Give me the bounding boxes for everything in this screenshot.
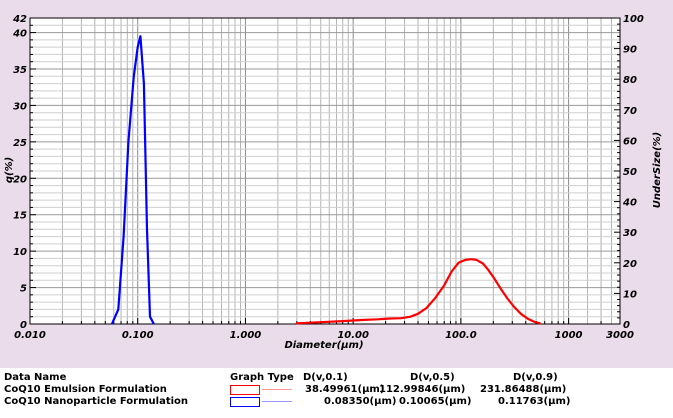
- legend-row-d90: 0.11763(μm): [498, 396, 571, 407]
- y-right-tick-label: 60: [623, 136, 637, 147]
- x-axis-title: Diameter(μm): [284, 340, 363, 351]
- y-right-tick-label: 10: [623, 289, 637, 300]
- x-tick-label: 0.010: [14, 330, 46, 341]
- x-tick-label: 1.000: [230, 330, 262, 341]
- y-left-tick-label: 25: [13, 138, 27, 149]
- header-graph-type: Graph Type: [230, 372, 294, 383]
- series-layer: [111, 35, 541, 325]
- emulsion-swatch: [230, 385, 260, 395]
- nanoparticle-swatch: [230, 397, 260, 407]
- particle-size-chart: 0.010 0.100 1.000 10.00 100.0 1000 30000510152…: [4, 14, 663, 351]
- tick-labels: 0.010 0.100 1.000 10.00 100.0 1000 30000510152…: [12, 14, 644, 341]
- x-tick-label: 100.0: [445, 330, 477, 341]
- legend-row-d10: 0.08350(μm): [324, 396, 397, 407]
- legend-row-d50: 0.10065(μm): [399, 396, 472, 407]
- header-d90: D(v,0.9): [513, 372, 558, 383]
- legend-row-d90: 231.86488(μm): [480, 384, 567, 395]
- x-tick-label: 10.00: [337, 330, 369, 341]
- emulsion-swatch-line: [262, 389, 292, 390]
- y-right-tick-label: 50: [623, 167, 637, 178]
- x-tick-label: 1000: [555, 330, 583, 341]
- y-left-tick-label: 10: [13, 247, 27, 258]
- y-left-tick-label: 35: [13, 65, 27, 76]
- legend-row-d50: 112.99846(μm): [379, 384, 466, 395]
- nanoparticle-series-line: [111, 35, 155, 325]
- x-tick-label: 3000: [606, 330, 634, 341]
- y-left-tick-label: 0: [20, 320, 27, 331]
- legend-row-emulsion: CoQ10 Emulsion Formulation 38.49961(μm) …: [4, 384, 670, 396]
- emulsion-series-line: [295, 258, 541, 325]
- chart-panel: 0.010 0.100 1.000 10.00 100.0 1000 3000 0 5 10 15 2…: [0, 0, 673, 368]
- y-left-tick-label: 5: [20, 284, 27, 295]
- y-left-tick-label: 42: [12, 14, 27, 25]
- y-right-tick-label: 0: [623, 320, 630, 331]
- y-left-tick-label: 40: [12, 29, 27, 40]
- y-right-tick-label: 40: [622, 198, 637, 209]
- legend-header-row: Data Name Graph Type D(v,0.1) D(v,0.5) D…: [4, 372, 670, 384]
- legend-row-name: CoQ10 Nanoparticle Formulation: [4, 396, 189, 407]
- y-left-tick-label: 20: [13, 174, 27, 185]
- y-right-tick-label: 80: [623, 75, 637, 86]
- legend-table: Data Name Graph Type D(v,0.1) D(v,0.5) D…: [4, 372, 670, 408]
- header-d10: D(v,0.1): [303, 372, 348, 383]
- y-right-tick-label: 30: [623, 228, 637, 239]
- y-right-tick-label: 20: [623, 259, 637, 270]
- plot-frame: [29, 17, 621, 325]
- legend-row-d10: 38.49961(μm): [305, 384, 385, 395]
- y-axis-left-title: q(%): [4, 157, 15, 183]
- y-right-tick-label: 70: [623, 106, 637, 117]
- y-left-tick-label: 30: [13, 101, 27, 112]
- x-tick-label: 0.100: [122, 330, 154, 341]
- y-right-tick-label: 100: [623, 14, 644, 25]
- header-d50: D(v,0.5): [410, 372, 455, 383]
- nanoparticle-swatch-line: [262, 401, 292, 402]
- header-data-name: Data Name: [4, 372, 67, 383]
- y-right-tick-label: 90: [623, 45, 637, 56]
- legend-row-nanoparticle: CoQ10 Nanoparticle Formulation 0.08350(μ…: [4, 396, 670, 408]
- y-axis-right-title: UnderSize(%): [652, 132, 663, 209]
- y-left-tick-label: 15: [13, 211, 27, 222]
- legend-row-name: CoQ10 Emulsion Formulation: [4, 384, 167, 395]
